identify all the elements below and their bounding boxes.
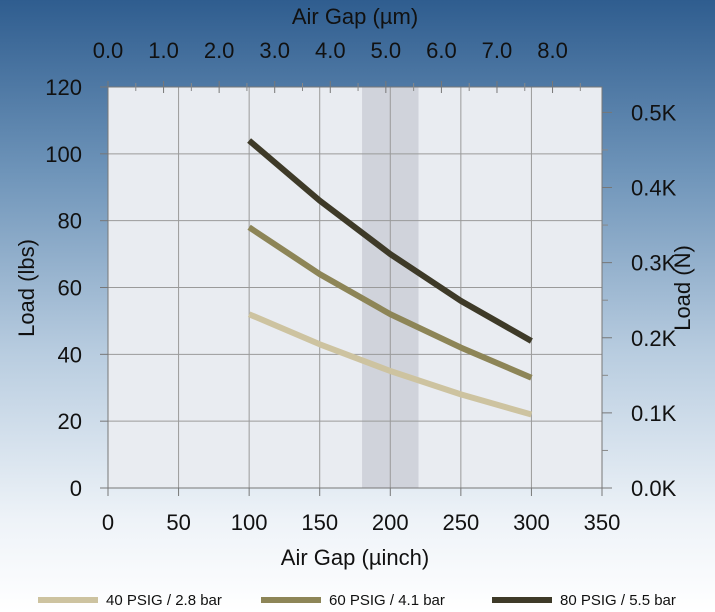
x2-tick-label: 0.0: [93, 38, 124, 63]
series-line-1: [247, 311, 533, 418]
legend-item: 60 PSIG / 4.1 bar: [261, 592, 445, 609]
legend-item: 40 PSIG / 2.8 bar: [38, 592, 222, 609]
x-tick-label: 250: [442, 510, 479, 535]
x-tick-label: 150: [301, 510, 338, 535]
x2-tick-label: 2.0: [204, 38, 235, 63]
legend-item: 80 PSIG / 5.5 bar: [492, 592, 676, 609]
legend: 40 PSIG / 2.8 bar 60 PSIG / 4.1 bar 80 PSI…: [38, 592, 676, 609]
x2-tick-label: 6.0: [426, 38, 457, 63]
y2-tick-label: 0.3K: [631, 251, 677, 276]
y-tick-label: 20: [58, 409, 82, 434]
x-tick-label: 200: [372, 510, 409, 535]
top-x-axis-title: Air Gap (µm): [292, 4, 418, 29]
x-tick-label: 50: [166, 510, 190, 535]
x-tick-label: 0: [102, 510, 114, 535]
y-axis-title: Load (lbs): [14, 239, 39, 337]
y-tick-label: 80: [58, 209, 82, 234]
legend-label: 80 PSIG / 5.5 bar: [560, 592, 676, 609]
y-tick-label: 60: [58, 276, 82, 301]
x-tick-label: 100: [231, 510, 268, 535]
y-tick-label: 120: [45, 75, 82, 100]
x2-tick-label: 3.0: [259, 38, 290, 63]
y2-tick-label: 0.1K: [631, 401, 677, 426]
x-tick-label: 300: [513, 510, 550, 535]
axis-ticks: [100, 81, 612, 496]
series-line-3: [247, 138, 533, 344]
x-tick-label: 350: [584, 510, 621, 535]
y2-tick-label: 0.4K: [631, 176, 677, 201]
y2-tick-label: 0.5K: [631, 100, 677, 125]
legend-label: 60 PSIG / 4.1 bar: [329, 592, 445, 609]
x2-tick-label: 8.0: [537, 38, 568, 63]
right-y-axis-title: Load (N): [670, 245, 695, 331]
y-tick-label: 40: [58, 342, 82, 367]
y-tick-label: 0: [70, 476, 82, 501]
series-line-2: [247, 224, 533, 381]
y2-tick-label: 0.2K: [631, 326, 677, 351]
x2-tick-label: 5.0: [371, 38, 402, 63]
x2-tick-label: 1.0: [148, 38, 179, 63]
y-tick-label: 100: [45, 142, 82, 167]
legend-swatch: [492, 597, 552, 603]
tick-labels: 0 20 40 60 80 100 120 0 50 100 150 200 250 300 350 0.0 1…: [45, 38, 676, 535]
legend-label: 40 PSIG / 2.8 bar: [106, 592, 222, 609]
series-lines: [247, 138, 533, 418]
x2-tick-label: 7.0: [482, 38, 513, 63]
x2-tick-label: 4.0: [315, 38, 346, 63]
y2-tick-label: 0.0K: [631, 476, 677, 501]
legend-swatch: [261, 597, 321, 603]
x-axis-title: Air Gap (µinch): [281, 545, 429, 570]
legend-swatch: [38, 597, 98, 603]
